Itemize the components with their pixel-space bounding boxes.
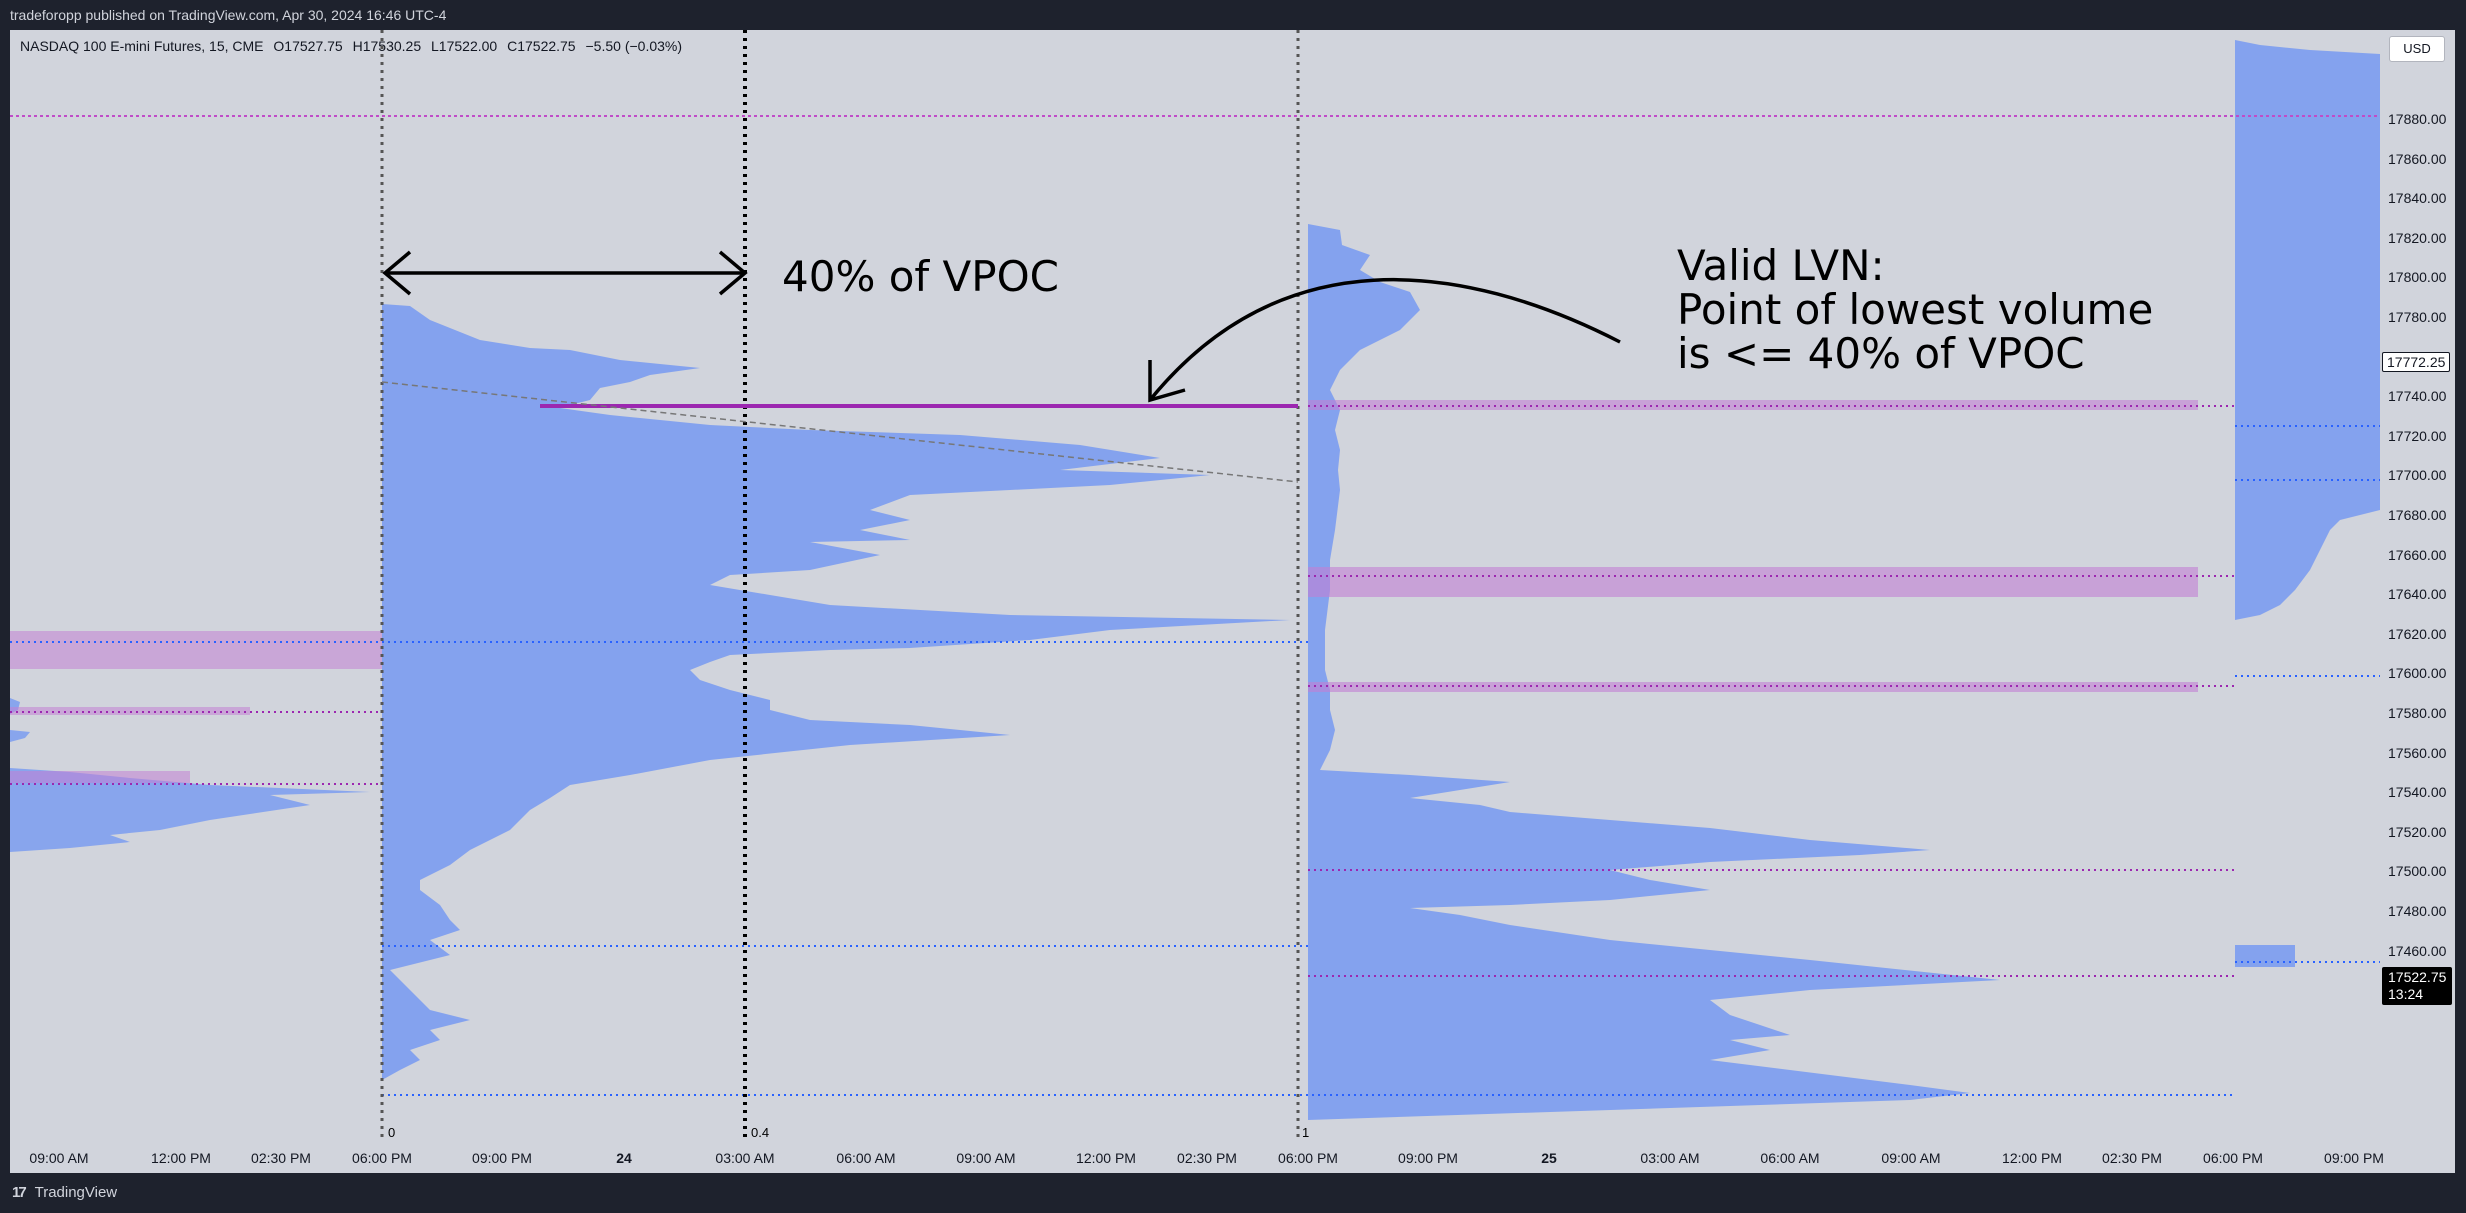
price-tick-label: 17500.00 <box>2388 863 2447 880</box>
price-tick-label: 17580.00 <box>2388 705 2447 721</box>
price-tick-label: 17480.00 <box>2388 903 2447 919</box>
time-tick-label: 12:00 PM <box>1076 1150 1136 1166</box>
axis-marker-zero: 0 <box>388 1125 396 1140</box>
trend-dashed <box>381 381 1299 483</box>
lvn-title: Valid LVN: <box>1677 241 1885 290</box>
publisher-header: tradeforopp published on TradingView.com… <box>0 0 2466 30</box>
last-price-tag: 17522.75 13:24 <box>2382 967 2453 1005</box>
chart-area[interactable]: NASDAQ 100 E-mini Futures, 15, CME O1752… <box>10 30 2455 1173</box>
time-tick-label: 02:30 PM <box>2102 1150 2162 1166</box>
ohlc-close: C17522.75 <box>507 38 576 54</box>
lvn-line-2: is <= 40% of VPOC <box>1677 329 2085 378</box>
time-tick-label: 06:00 PM <box>352 1150 412 1166</box>
marker-price-tag: 17772.25 <box>2382 352 2451 372</box>
time-tick-label: 09:00 AM <box>956 1150 1016 1166</box>
price-tick-label: 17860.00 <box>2388 150 2447 167</box>
volume-profile-session-2 <box>1308 224 2000 1120</box>
tradingview-logo-icon: 17 <box>12 1184 27 1201</box>
last-price: 17522.75 <box>2388 969 2447 985</box>
axis-marker-one: 1 <box>1302 1125 1310 1140</box>
time-tick-label: 06:00 AM <box>1760 1150 1820 1166</box>
lvn-line-1: Point of lowest volume <box>1677 285 2154 334</box>
time-tick-label: 09:00 PM <box>1398 1150 1458 1166</box>
lvn-zone-left-1 <box>10 631 382 669</box>
time-tick-label: 03:00 AM <box>715 1150 775 1166</box>
price-tick-label: 17780.00 <box>2388 309 2447 325</box>
time-tick-label: 09:00 PM <box>472 1150 532 1166</box>
chart-canvas[interactable] <box>10 30 2455 1173</box>
footer-brand[interactable]: 17 TradingView <box>0 1173 2466 1213</box>
ohlc-change: −5.50 (−0.03%) <box>585 38 683 54</box>
lvn-zone-2 <box>1308 567 2198 597</box>
price-tick-label: 17460.00 <box>2388 942 2447 959</box>
price-tick-label: 17640.00 <box>2388 586 2447 603</box>
vpoc-ratio-label: 40% of VPOC <box>782 252 1059 301</box>
price-tick-label: 17520.00 <box>2388 823 2447 840</box>
price-tick-label: 17880.00 <box>2388 111 2447 127</box>
time-tick-label: 09:00 PM <box>2324 1150 2384 1166</box>
brand-name: TradingView <box>34 1184 118 1201</box>
volume-profile-session-1 <box>382 304 1290 1080</box>
ohlc-high: H17530.25 <box>352 38 422 54</box>
symbol-name: NASDAQ 100 E-mini Futures, 15, CME <box>20 38 264 54</box>
price-tick-label: 17840.00 <box>2388 190 2447 207</box>
time-tick-label: 03:00 AM <box>1640 1150 1700 1166</box>
symbol-legend: NASDAQ 100 E-mini Futures, 15, CME O1752… <box>20 38 688 54</box>
ohlc-low: L17522.00 <box>431 38 498 54</box>
candle-countdown: 13:24 <box>2388 986 2424 1002</box>
axis-marker-forty: 0.4 <box>751 1125 770 1140</box>
time-tick-label: 09:00 AM <box>29 1150 89 1166</box>
volume-profile-left-old <box>10 698 370 852</box>
price-tick-label: 17820.00 <box>2388 229 2447 246</box>
price-tick-label: 17600.00 <box>2388 665 2447 682</box>
price-tick-label: 17540.00 <box>2388 784 2447 801</box>
price-tick-label: 17620.00 <box>2388 625 2447 642</box>
time-tick-label: 09:00 AM <box>1881 1150 1941 1166</box>
time-tick-label: 06:00 AM <box>836 1150 896 1166</box>
price-tick-label: 17800.00 <box>2388 269 2447 286</box>
volume-profile-developing <box>2235 40 2380 620</box>
ohlc-open: O17527.75 <box>273 38 343 54</box>
price-tick-label: 17660.00 <box>2388 546 2447 563</box>
price-tick-label: 17560.00 <box>2388 744 2447 761</box>
time-tick-label: 24 <box>616 1150 632 1166</box>
time-tick-label: 25 <box>1541 1150 1557 1166</box>
curved-arrow-icon <box>1148 277 1621 403</box>
time-tick-label: 02:30 PM <box>251 1150 311 1166</box>
time-tick-label: 12:00 PM <box>151 1150 211 1166</box>
lvn-annotation: Valid LVN: Point of lowest volume is <= … <box>1677 244 2153 376</box>
price-tick-label: 17680.00 <box>2388 507 2447 523</box>
price-tick-label: 17740.00 <box>2388 388 2447 405</box>
currency-button[interactable]: USD <box>2389 36 2445 62</box>
lvn-zone-left-3 <box>10 771 190 783</box>
time-tick-label: 06:00 PM <box>1278 1150 1338 1166</box>
time-tick-label: 02:30 PM <box>1177 1150 1237 1166</box>
time-tick-label: 12:00 PM <box>2002 1150 2062 1166</box>
price-tick-label: 17720.00 <box>2388 427 2447 444</box>
time-tick-label: 06:00 PM <box>2203 1150 2263 1166</box>
developing-va-rect <box>2235 945 2295 967</box>
price-tick-label: 17700.00 <box>2388 467 2447 484</box>
double-arrow-icon <box>382 250 748 296</box>
